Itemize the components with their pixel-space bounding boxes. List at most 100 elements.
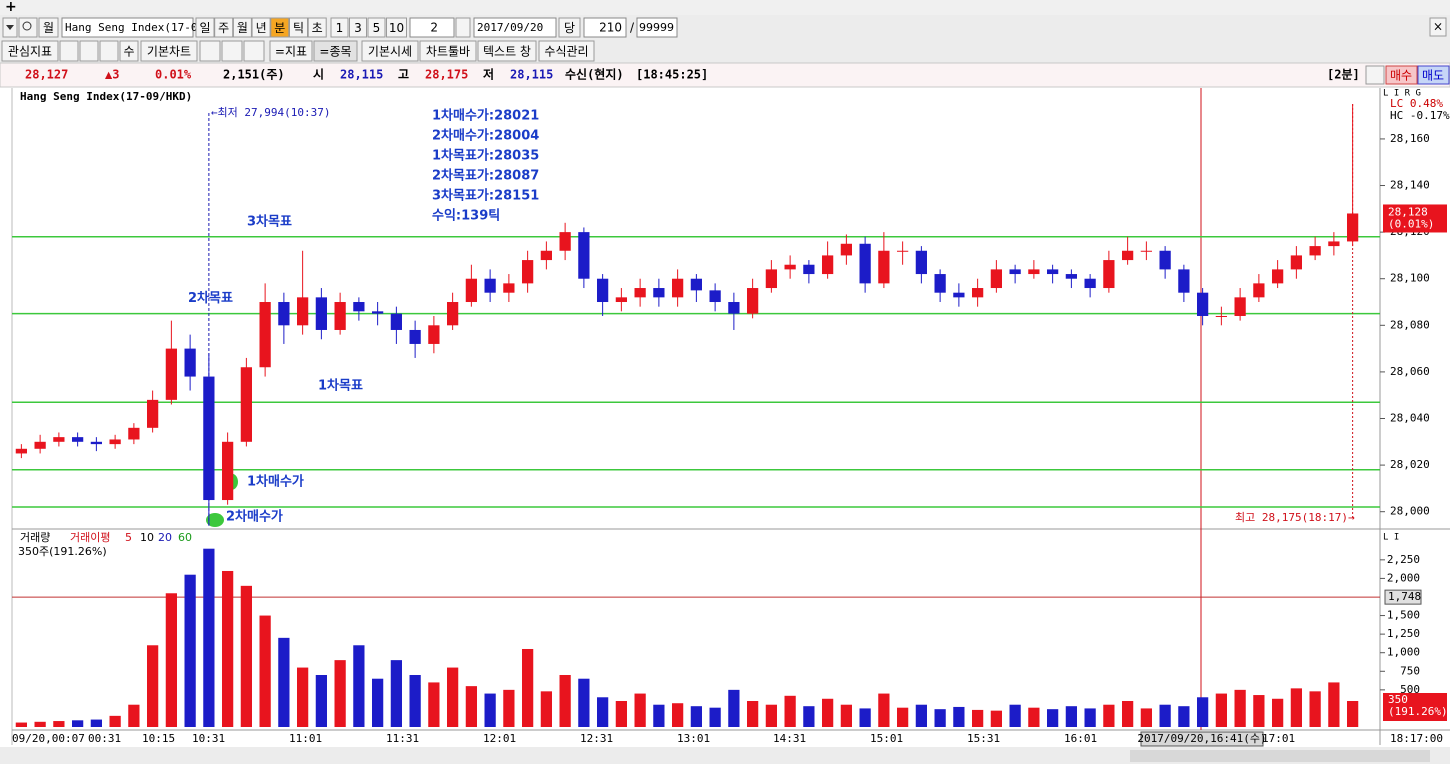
- candle-body: [1103, 260, 1115, 289]
- count-input[interactable]: [583, 17, 627, 38]
- quote-volume: 2,151(주): [223, 68, 285, 82]
- volume-bar: [53, 721, 65, 727]
- button[interactable]: [307, 17, 327, 38]
- button[interactable]: [289, 17, 308, 38]
- volume-bar: [315, 674, 327, 727]
- volume-bar: [259, 615, 271, 727]
- volume-bar: [1065, 706, 1077, 727]
- button-label: 수식관리: [544, 45, 588, 59]
- nav-button[interactable]: [59, 40, 79, 62]
- volume-bar: [784, 695, 796, 727]
- interval-input[interactable]: [409, 17, 455, 38]
- marker-dot: [206, 513, 224, 528]
- volume-bar: [672, 703, 684, 727]
- candle-body: [953, 292, 965, 298]
- candle-body: [15, 448, 27, 454]
- button-label: 3: [354, 21, 362, 35]
- button[interactable]: [119, 40, 139, 62]
- tool-button[interactable]: [221, 40, 243, 62]
- button[interactable]: [140, 40, 198, 62]
- volume-bar: [1028, 707, 1040, 727]
- buy-button[interactable]: [1385, 65, 1418, 85]
- volume-bar: [1290, 688, 1302, 727]
- volume-bar: [390, 660, 402, 727]
- nav-button[interactable]: [99, 40, 119, 62]
- volume-bar: [634, 693, 646, 727]
- y-tick-label: 28,080: [1390, 318, 1430, 331]
- candle-body: [334, 302, 346, 330]
- candle-body: [147, 399, 159, 428]
- quote-status: 수신(현지): [565, 67, 624, 82]
- close-button[interactable]: [1429, 17, 1447, 37]
- volume-bar: [34, 721, 46, 727]
- button[interactable]: [38, 17, 59, 38]
- volume-legend: 20: [158, 531, 172, 544]
- candle-body: [484, 278, 496, 293]
- y-tick-label: 28,020: [1390, 458, 1430, 471]
- candle-body: [1215, 315, 1227, 317]
- y-tick-label: 28,000: [1390, 505, 1430, 518]
- button[interactable]: [330, 17, 349, 38]
- button[interactable]: [195, 17, 215, 38]
- button[interactable]: [349, 17, 367, 38]
- button[interactable]: [1, 40, 59, 62]
- y-tick-label: 28,160: [1390, 132, 1430, 145]
- button[interactable]: [214, 17, 234, 38]
- candle-body: [765, 269, 777, 289]
- button[interactable]: [232, 17, 252, 38]
- button[interactable]: [419, 40, 477, 62]
- y-tick-label: 2,250: [1387, 553, 1420, 566]
- button[interactable]: [361, 40, 419, 62]
- button[interactable]: [270, 17, 290, 38]
- volume-bar: [522, 648, 534, 727]
- x-tick-label: 12:01: [483, 732, 516, 745]
- candle-body: [465, 278, 477, 303]
- search-button[interactable]: [18, 17, 38, 38]
- date-input[interactable]: [473, 17, 557, 38]
- button-label: 차트툴바: [426, 45, 470, 59]
- volume-bar: [1140, 708, 1152, 727]
- button-label: 분: [274, 21, 285, 35]
- candle-body: [897, 250, 909, 252]
- candle-body: [522, 260, 534, 284]
- volume-bar: [728, 689, 740, 727]
- sell-button[interactable]: [1417, 65, 1450, 85]
- candle-body: [315, 297, 327, 330]
- button[interactable]: [477, 40, 537, 62]
- volume-bar: [953, 706, 965, 727]
- x-tick-label: 13:01: [677, 732, 710, 745]
- volume-bar: [240, 585, 252, 727]
- candle-body: [1309, 246, 1321, 256]
- volume-bar: [1103, 704, 1115, 727]
- button[interactable]: [251, 17, 271, 38]
- candle-body: [1197, 292, 1209, 316]
- symbol-input[interactable]: [61, 17, 194, 38]
- candle-body: [1065, 274, 1077, 279]
- button-label: 기본시세: [368, 45, 412, 59]
- tool-button[interactable]: [199, 40, 221, 62]
- spin[interactable]: [455, 17, 471, 38]
- button[interactable]: [538, 40, 595, 62]
- volume-bar: [1309, 691, 1321, 727]
- button[interactable]: [313, 40, 358, 62]
- candle-body: [634, 288, 646, 298]
- symbol-text: Hang Seng Index(17-09: [65, 21, 204, 34]
- button[interactable]: [386, 17, 407, 38]
- interval-text: 2: [430, 21, 438, 35]
- nav-button[interactable]: [79, 40, 99, 62]
- button[interactable]: [269, 40, 313, 62]
- crosshair-label: 2017/09/20,16:41(수): [1137, 732, 1266, 745]
- reference-label: 1,748: [1388, 590, 1421, 603]
- scrollbar[interactable]: [0, 747, 1450, 764]
- volume-bar: [915, 704, 927, 727]
- volume-bar: [822, 698, 834, 727]
- button[interactable]: [558, 17, 581, 38]
- tool-button[interactable]: [243, 40, 265, 62]
- search-icon: [22, 21, 32, 31]
- max-input[interactable]: [636, 17, 678, 38]
- volume-bar: [72, 720, 84, 727]
- settings-button[interactable]: [1365, 65, 1385, 85]
- button[interactable]: [367, 17, 386, 38]
- note: 3차목표가:28151: [432, 188, 539, 204]
- candle-body: [972, 288, 984, 298]
